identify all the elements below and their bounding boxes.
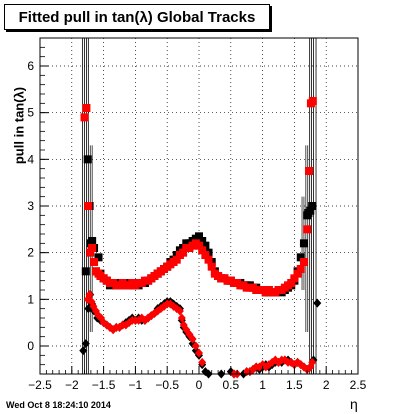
y-tick-label: 1 <box>27 292 34 306</box>
axes: −2.5 −2 −1.5 −1 −0.5 0 0.5 1 1.5 2 2.5 0 1 2 3 4 5 6 <box>27 37 367 392</box>
square-marker <box>82 104 91 112</box>
x-tick-label: 1.5 <box>286 378 303 392</box>
square-marker <box>179 248 188 257</box>
square-marker <box>299 239 308 248</box>
diamond-marker <box>79 346 88 356</box>
x-tick-label: 0 <box>196 378 203 392</box>
square-marker <box>303 225 312 234</box>
square-marker <box>204 255 213 264</box>
y-tick-label: 4 <box>27 152 34 166</box>
diamond-marker <box>191 341 200 351</box>
diamond-marker <box>198 357 207 367</box>
y-tick-label: 0 <box>27 339 34 353</box>
x-tick-label: −2 <box>65 378 79 392</box>
square-marker <box>86 248 95 257</box>
diamond-marker <box>85 290 94 300</box>
square-marker <box>81 267 90 276</box>
y-axis-label: pull in tan(λ) <box>11 86 27 165</box>
diamond-marker <box>175 306 184 316</box>
square-marker <box>305 167 314 175</box>
square-marker <box>201 251 210 259</box>
square-marker <box>296 253 305 262</box>
diamond-marker <box>195 348 203 358</box>
x-tick-label: −1 <box>129 378 143 392</box>
square-marker <box>306 206 315 215</box>
square-marker <box>287 279 296 287</box>
x-tick-label: −0.5 <box>155 378 179 392</box>
square-marker <box>293 269 302 278</box>
x-tick-label: 2 <box>323 378 330 392</box>
y-tick-label: 5 <box>27 106 34 120</box>
square-marker <box>201 241 210 250</box>
y-tick-label: 6 <box>27 59 34 73</box>
chart-title: Fitted pull in tan(λ) Global Tracks <box>18 9 256 26</box>
x-axis-label: η <box>350 396 358 412</box>
diamond-marker <box>177 313 186 323</box>
square-marker <box>198 246 207 255</box>
square-marker <box>90 258 99 266</box>
square-marker <box>195 241 203 250</box>
square-marker <box>88 244 97 252</box>
diamond-marker <box>81 339 90 349</box>
square-marker <box>299 258 308 266</box>
x-tick-label: −2.5 <box>28 378 52 392</box>
square-marker <box>308 202 317 210</box>
square-marker <box>296 265 305 273</box>
chart-title-box: Fitted pull in tan(λ) Global Tracks <box>4 4 270 30</box>
data-markers <box>79 97 322 379</box>
square-marker <box>94 253 103 262</box>
date-stamp: Wed Oct 8 18:24:10 2014 <box>6 400 111 410</box>
diamond-marker <box>308 357 317 367</box>
square-marker <box>88 237 97 245</box>
diamond-marker <box>188 334 197 344</box>
x-tick-label: 0.5 <box>222 378 239 392</box>
square-marker <box>308 97 317 105</box>
square-marker <box>290 274 299 283</box>
square-marker <box>80 113 89 122</box>
square-marker <box>207 262 216 271</box>
diamond-marker <box>313 298 322 308</box>
y-tick-label: 2 <box>27 246 34 260</box>
square-marker <box>172 255 181 264</box>
square-marker <box>198 237 207 245</box>
square-marker <box>195 232 203 241</box>
square-marker <box>84 202 93 210</box>
x-tick-label: 1 <box>259 378 266 392</box>
square-marker <box>83 155 92 164</box>
y-tick-label: 3 <box>27 199 34 213</box>
x-tick-label: 2.5 <box>350 378 367 392</box>
x-tick-label: −1.5 <box>92 378 116 392</box>
